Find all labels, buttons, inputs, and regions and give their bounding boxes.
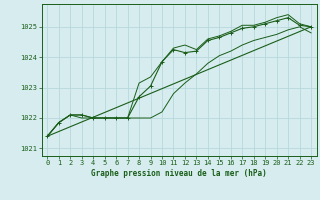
X-axis label: Graphe pression niveau de la mer (hPa): Graphe pression niveau de la mer (hPa) — [91, 169, 267, 178]
